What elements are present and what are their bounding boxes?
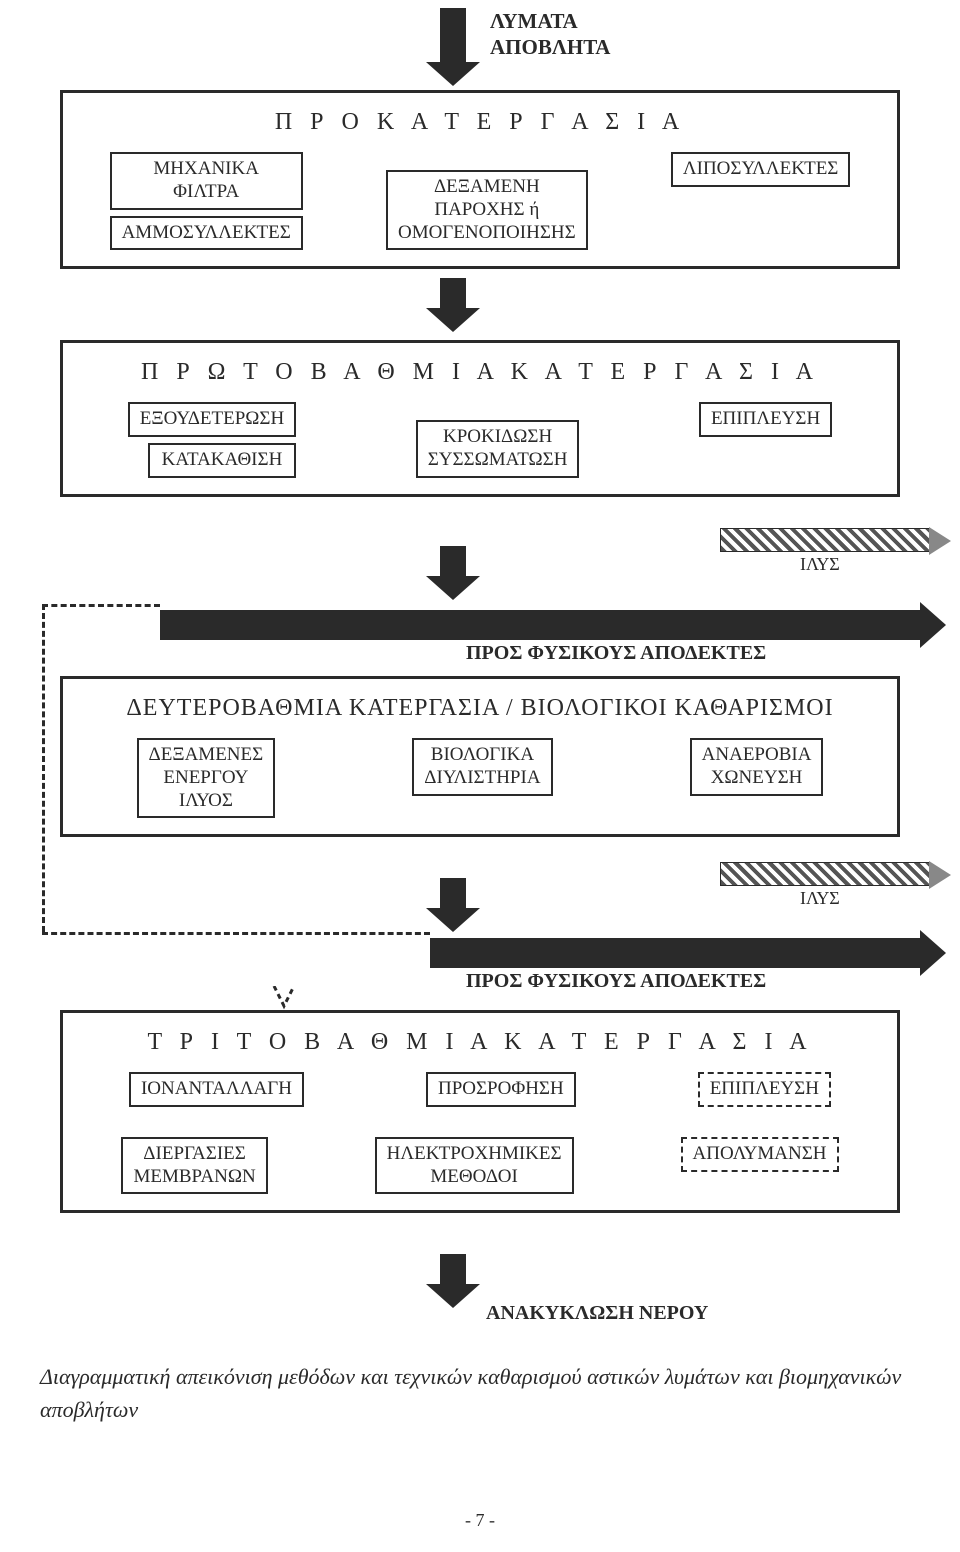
txt: ΠΑΡΟΧΗΣ ή [434, 199, 539, 220]
cell-sedimentation: ΚΑΤΑΚΑΘΙΣΗ [148, 443, 296, 478]
txt: ΙΛΥΟΣ [179, 790, 233, 811]
input-line2: ΑΠΟΒΛΗΤΑ [490, 34, 610, 60]
arrow-tertiary-to-output [440, 1254, 466, 1288]
stage-primary: Π Ρ Ω Τ Ο Β Α Θ Μ Ι Α Κ Α Τ Ε Ρ Γ Α Σ Ι … [60, 340, 900, 497]
cell-mech-filters: ΜΗΧΑΝΙΚΑ ΦΙΛΤΡΑ [110, 152, 303, 210]
dashed-return-top [42, 604, 160, 607]
txt: ΜΕΜΒΡΑΝΩΝ [133, 1166, 255, 1187]
stage-secondary: ΔΕΥΤΕΡΟΒΑΘΜΙΑ ΚΑΤΕΡΓΑΣΙΑ / ΒΙΟΛΟΓΙΚΟΙ ΚΑ… [60, 676, 900, 837]
cell-sand-collectors: ΑΜΜΟΣΥΛΛΕΚΤΕΣ [110, 216, 303, 251]
cell-disinfection: ΑΠΟΛΥΜΑΝΣΗ [681, 1137, 839, 1172]
txt: ΕΝΕΡΓΟΥ [163, 767, 248, 788]
txt: ΜΗΧΑΝΙΚΑ [153, 158, 259, 179]
arrow-primary-down [440, 546, 466, 580]
cell-membrane: ΔΙΕΡΓΑΣΙΕΣ ΜΕΜΒΡΑΝΩΝ [121, 1137, 267, 1195]
arrow-input-to-pretreatment [440, 8, 466, 64]
txt: ΔΕΞΑΜΕΝΗ [434, 176, 540, 197]
sludge-label-primary: ΙΛΥΣ [800, 554, 840, 575]
txt: ΚΑΤΑΚΑΘΙΣΗ [162, 449, 283, 470]
txt: ΦΙΛΤΡΑ [173, 181, 239, 202]
txt: ΚΡΟΚΙΔΩΣΗ [443, 426, 552, 447]
stage-primary-title: Π Ρ Ω Τ Ο Β Α Θ Μ Ι Α Κ Α Τ Ε Ρ Γ Α Σ Ι … [77, 359, 883, 386]
cell-flotation-tertiary: ΕΠΙΠΛΕΥΣΗ [698, 1072, 831, 1107]
txt: ΒΙΟΛΟΓΙΚΑ [431, 744, 534, 765]
cell-flocculation: ΚΡΟΚΙΔΩΣΗ ΣΥΣΣΩΜΑΤΩΣΗ [416, 420, 580, 478]
cell-equalization-tank: ΔΕΞΑΜΕΝΗ ΠΑΡΟΧΗΣ ή ΟΜΟΓΕΝΟΠΟΙΗΣΗΣ [386, 170, 588, 250]
cell-neutralization: ΕΞΟΥΔΕΤΕΡΩΣΗ [128, 402, 296, 437]
input-line1: ΛΥΜΑΤΑ [490, 8, 610, 34]
figure-caption: Διαγραμματική απεικόνιση μεθόδων και τεχ… [40, 1360, 920, 1426]
txt: ΜΕΘΟΔΟΙ [430, 1166, 517, 1187]
sludge-bar-secondary [720, 862, 930, 886]
txt: ΑΝΑΕΡΟΒΙΑ [702, 744, 812, 765]
dashed-return-vertical [42, 604, 45, 932]
label-to-receivers-2: ΠΡΟΣ ΦΥΣΙΚΟΥΣ ΑΠΟΔΕΚΤΕΣ [466, 970, 766, 993]
arrow-to-receivers-1 [160, 610, 920, 640]
input-label: ΛΥΜΑΤΑ ΑΠΟΒΛΗΤΑ [490, 8, 610, 61]
txt: ΔΕΞΑΜΕΝΕΣ [149, 744, 264, 765]
txt: ΧΩΝΕΥΣΗ [711, 767, 803, 788]
txt: ΣΥΣΣΩΜΑΤΩΣΗ [428, 449, 568, 470]
stage-tertiary: Τ Ρ Ι Τ Ο Β Α Θ Μ Ι Α Κ Α Τ Ε Ρ Γ Α Σ Ι … [60, 1010, 900, 1213]
stage-pretreatment: Π Ρ Ο Κ Α Τ Ε Ρ Γ Α Σ Ι Α ΜΗΧΑΝΙΚΑ ΦΙΛΤΡ… [60, 90, 900, 269]
txt: ΕΠΙΠΛΕΥΣΗ [711, 408, 820, 429]
txt: ΔΙΥΛΙΣΤΗΡΙΑ [424, 767, 540, 788]
stage-tertiary-title: Τ Ρ Ι Τ Ο Β Α Θ Μ Ι Α Κ Α Τ Ε Ρ Γ Α Σ Ι … [77, 1029, 883, 1056]
sludge-bar-primary [720, 528, 930, 552]
cell-ion-exchange: ΙΟΝΑΝΤΑΛΛΑΓΗ [129, 1072, 304, 1107]
dashed-arrowhead-icon [270, 986, 298, 1010]
txt: ΠΡΟΣΡΟΦΗΣΗ [438, 1078, 564, 1099]
arrow-secondary-down [440, 878, 466, 912]
txt: ΑΠΟΛΥΜΑΝΣΗ [693, 1143, 827, 1164]
txt: ΙΟΝΑΝΤΑΛΛΑΓΗ [141, 1078, 292, 1099]
txt: ΕΠΙΠΛΕΥΣΗ [710, 1078, 819, 1099]
cell-grease-collectors: ΛΙΠΟΣΥΛΛΕΚΤΕΣ [671, 152, 851, 187]
txt: ΑΜΜΟΣΥΛΛΕΚΤΕΣ [122, 222, 291, 243]
cell-activated-sludge: ΔΕΞΑΜΕΝΕΣ ΕΝΕΡΓΟΥ ΙΛΥΟΣ [137, 738, 276, 818]
sludge-label-secondary: ΙΛΥΣ [800, 888, 840, 909]
stage-secondary-title: ΔΕΥΤΕΡΟΒΑΘΜΙΑ ΚΑΤΕΡΓΑΣΙΑ / ΒΙΟΛΟΓΙΚΟΙ ΚΑ… [77, 695, 883, 722]
cell-bio-filters: ΒΙΟΛΟΓΙΚΑ ΔΙΥΛΙΣΤΗΡΙΑ [412, 738, 552, 796]
stage-pretreatment-title: Π Ρ Ο Κ Α Τ Ε Ρ Γ Α Σ Ι Α [77, 109, 883, 136]
label-to-receivers-1: ΠΡΟΣ ΦΥΣΙΚΟΥΣ ΑΠΟΔΕΚΤΕΣ [466, 642, 766, 665]
cell-adsorption: ΠΡΟΣΡΟΦΗΣΗ [426, 1072, 576, 1107]
page-number: - 7 - [0, 1510, 960, 1531]
cell-anaerobic: ΑΝΑΕΡΟΒΙΑ ΧΩΝΕΥΣΗ [690, 738, 824, 796]
cell-electrochem: ΗΛΕΚΤΡΟΧΗΜΙΚΕΣ ΜΕΘΟΔΟΙ [375, 1137, 574, 1195]
txt: ΛΙΠΟΣΥΛΛΕΚΤΕΣ [683, 158, 839, 179]
txt: ΔΙΕΡΓΑΣΙΕΣ [143, 1143, 246, 1164]
cell-flotation-primary: ΕΠΙΠΛΕΥΣΗ [699, 402, 832, 437]
arrow-pre-to-primary [440, 278, 466, 312]
arrow-to-receivers-2 [430, 938, 920, 968]
txt: ΗΛΕΚΤΡΟΧΗΜΙΚΕΣ [387, 1143, 562, 1164]
output-label: ΑΝΑΚΥΚΛΩΣΗ ΝΕΡΟΥ [486, 1302, 708, 1325]
dashed-return-bottom [42, 932, 430, 935]
txt: ΕΞΟΥΔΕΤΕΡΩΣΗ [140, 408, 284, 429]
txt: ΟΜΟΓΕΝΟΠΟΙΗΣΗΣ [398, 222, 576, 243]
